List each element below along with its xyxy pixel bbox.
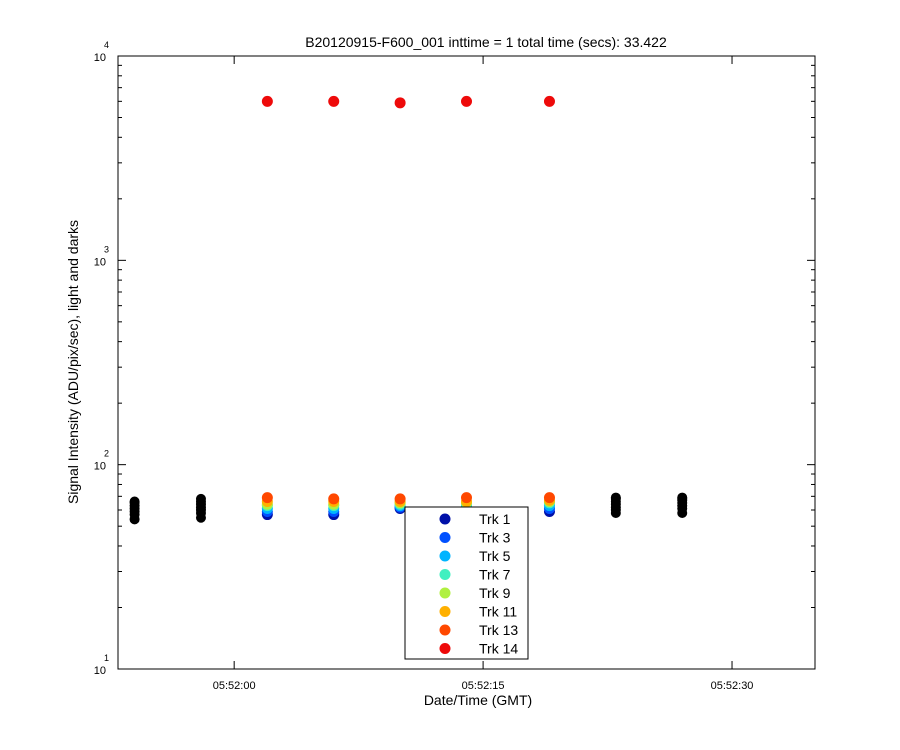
svg-text:10: 10 xyxy=(94,52,106,64)
data-point xyxy=(261,492,273,504)
legend-marker xyxy=(439,569,451,580)
x-tick-label: 05:52:00 xyxy=(213,680,256,692)
legend-label: Trk 7 xyxy=(479,567,511,583)
svg-text:4: 4 xyxy=(104,40,109,50)
x-tick-label: 05:52:30 xyxy=(711,680,754,692)
legend-label: Trk 1 xyxy=(479,511,511,527)
svg-text:10: 10 xyxy=(94,461,106,473)
svg-text:10: 10 xyxy=(94,256,106,268)
y-tick-label: 104 xyxy=(94,40,109,64)
svg-text:2: 2 xyxy=(104,449,109,459)
legend-label: Trk 9 xyxy=(479,585,511,601)
data-point xyxy=(543,95,555,107)
dark-point xyxy=(129,496,140,507)
y-tick-label: 101 xyxy=(94,653,109,677)
y-axis-label: Signal Intensity (ADU/pix/sec), light an… xyxy=(65,220,81,504)
legend-marker xyxy=(439,550,451,562)
legend-label: Trk 3 xyxy=(479,530,511,546)
data-point xyxy=(261,95,273,107)
legend: Trk 1 Trk 3 Trk 5 Trk 7 Trk 9 Trk 11 Trk 13 Trk… xyxy=(404,506,529,660)
chart-title: B20120915-F600_001 inttime = 1 total tim… xyxy=(305,34,667,50)
svg-text:10: 10 xyxy=(94,665,106,677)
svg-text:1: 1 xyxy=(104,653,109,663)
legend-marker xyxy=(439,643,451,654)
x-axis: 05:52:00 05:52:15 05:52:30 xyxy=(213,56,754,692)
data-point xyxy=(328,95,340,107)
legend-label: Trk 5 xyxy=(479,548,511,564)
data-point xyxy=(461,95,472,107)
dark-point xyxy=(610,492,621,503)
dark-point xyxy=(677,492,688,503)
legend-label: Trk 13 xyxy=(479,622,518,638)
legend-marker xyxy=(439,532,451,543)
y-tick-label: 103 xyxy=(94,244,109,268)
legend-marker xyxy=(439,606,451,617)
y-tick-label: 102 xyxy=(94,449,109,473)
legend-marker xyxy=(439,587,451,599)
x-tick-label: 05:52:15 xyxy=(462,680,505,692)
data-point xyxy=(328,493,340,505)
data-point xyxy=(461,492,472,504)
legend-box xyxy=(404,506,529,660)
data-point xyxy=(394,97,406,109)
svg-text:3: 3 xyxy=(104,244,109,254)
data-point xyxy=(543,492,555,504)
dark-point xyxy=(195,493,206,504)
x-axis-label: Date/Time (GMT) xyxy=(424,692,532,708)
legend-marker xyxy=(439,624,451,636)
legend-label: Trk 14 xyxy=(479,641,518,657)
legend-label: Trk 11 xyxy=(479,604,517,620)
legend-marker xyxy=(439,513,451,525)
data-point xyxy=(394,493,406,505)
